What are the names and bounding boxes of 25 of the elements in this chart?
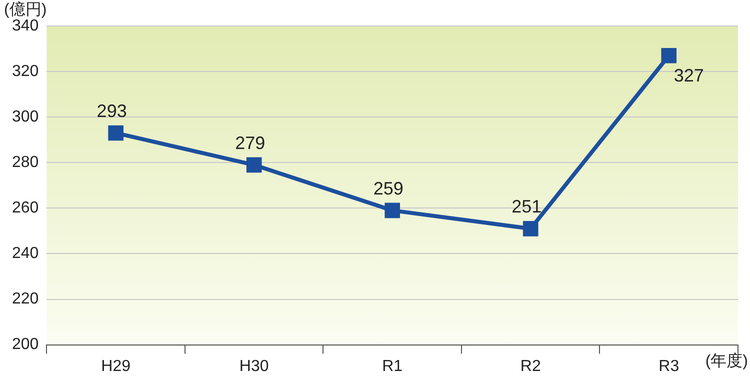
point: [522, 221, 538, 236]
x-tick-label: R1: [382, 358, 403, 375]
x-axis-title: (年度): [705, 352, 748, 370]
y-tick-label: 300: [12, 108, 39, 126]
data-label: 293: [96, 100, 127, 121]
y-tick-label: 200: [12, 336, 39, 354]
y-tick-label: 220: [12, 290, 39, 308]
y-tick-label: 340: [12, 17, 39, 34]
y-tick-label: 280: [12, 154, 39, 172]
x-tick-label: H30: [239, 358, 269, 375]
data-label: 259: [373, 178, 404, 198]
data-label: 327: [674, 66, 704, 86]
point: [246, 157, 262, 173]
data-label: 279: [235, 132, 266, 153]
x-tick-label: R3: [658, 358, 680, 375]
point: [384, 202, 400, 218]
point: [661, 48, 677, 64]
x-tick-label: R2: [520, 358, 541, 375]
y-axis-title: (億円): [4, 0, 47, 18]
x-tick-label: H29: [101, 358, 131, 375]
data-label: 251: [512, 196, 542, 217]
y-tick-label: 240: [12, 245, 39, 262]
y-tick-label: 260: [12, 200, 39, 217]
point: [108, 125, 124, 141]
y-tick-label: 320: [12, 62, 39, 80]
